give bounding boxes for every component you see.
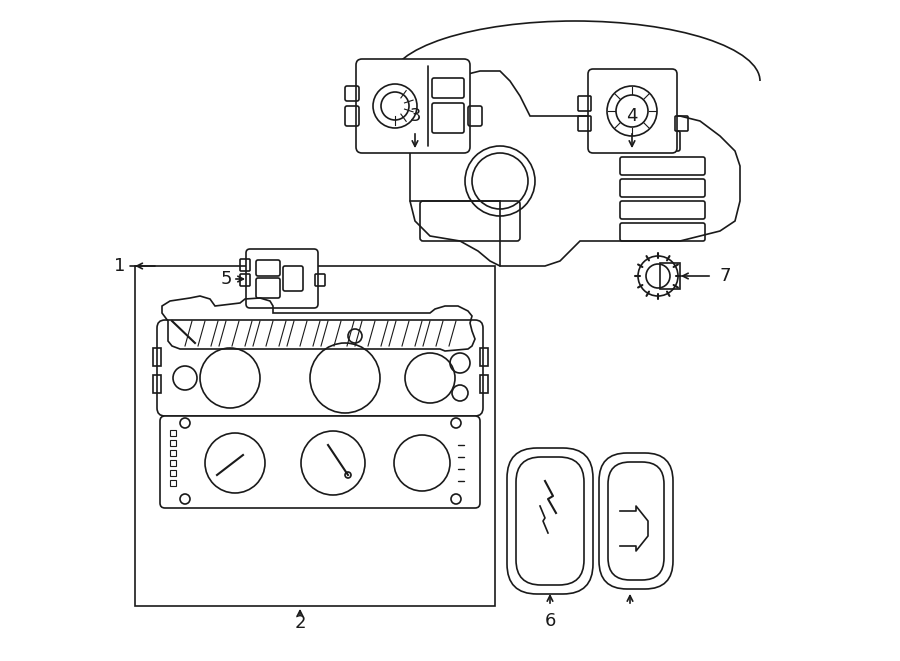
FancyBboxPatch shape — [516, 457, 584, 585]
FancyBboxPatch shape — [608, 462, 664, 580]
Bar — [480, 375, 488, 393]
Bar — [170, 480, 176, 486]
Bar — [170, 440, 176, 446]
Bar — [170, 460, 176, 466]
Text: 1: 1 — [114, 257, 126, 275]
Bar — [153, 375, 161, 393]
Bar — [480, 348, 488, 366]
Text: 7: 7 — [719, 267, 731, 285]
Text: 2: 2 — [294, 614, 306, 632]
Bar — [153, 348, 161, 366]
Text: 3: 3 — [410, 107, 421, 125]
Text: 5: 5 — [220, 270, 232, 288]
Bar — [170, 470, 176, 476]
FancyBboxPatch shape — [507, 448, 593, 594]
FancyBboxPatch shape — [599, 453, 673, 589]
FancyBboxPatch shape — [356, 59, 470, 153]
Text: 6: 6 — [544, 612, 555, 630]
FancyBboxPatch shape — [246, 249, 318, 308]
FancyBboxPatch shape — [157, 320, 483, 416]
Text: 4: 4 — [626, 107, 638, 125]
Bar — [135, 266, 495, 606]
FancyBboxPatch shape — [588, 69, 677, 153]
FancyBboxPatch shape — [160, 416, 480, 508]
Bar — [170, 430, 176, 436]
Bar — [660, 263, 680, 289]
Bar — [170, 450, 176, 456]
